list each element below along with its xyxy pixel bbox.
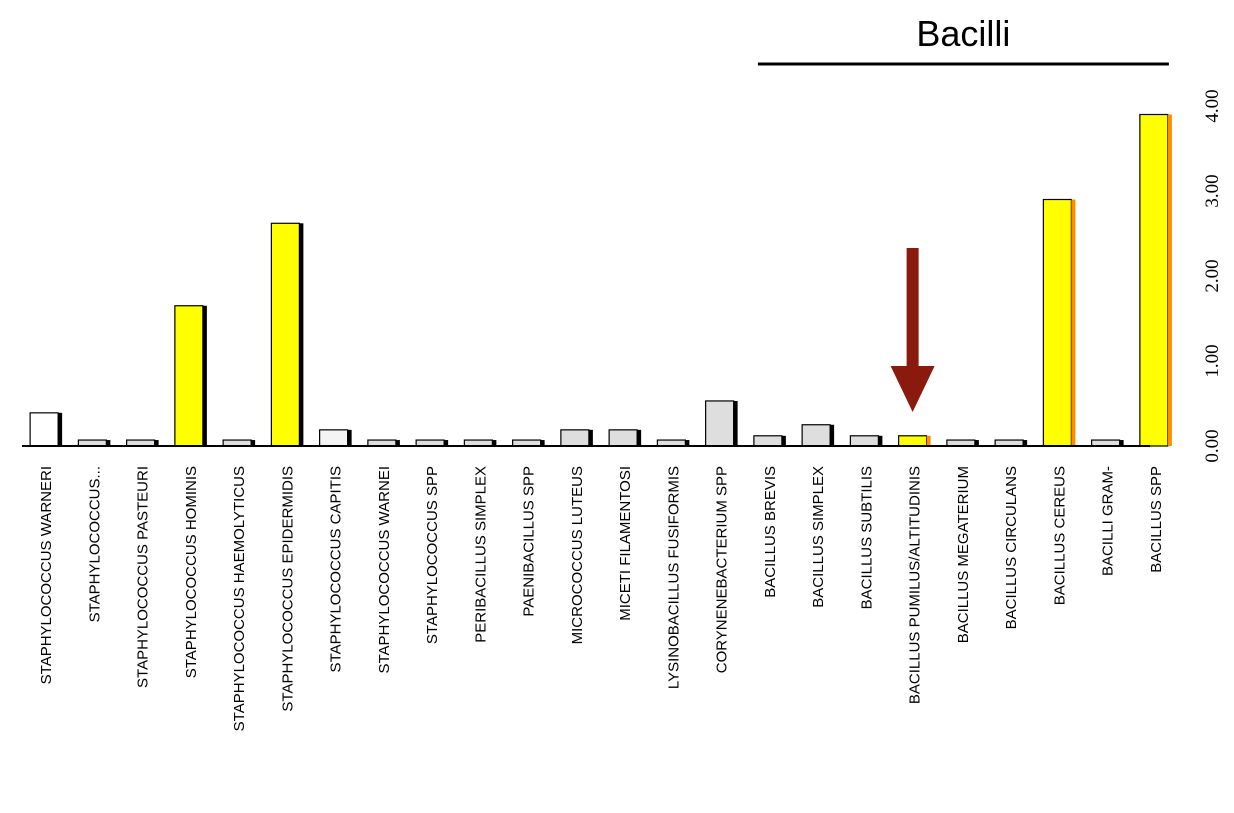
bar-front bbox=[29, 412, 59, 447]
x-tick-label: STAPHYLOCOCCUS HAEMOLYTICUS bbox=[231, 466, 248, 731]
bar-side bbox=[1023, 440, 1028, 446]
bar-side bbox=[251, 440, 256, 446]
bar-front bbox=[608, 429, 638, 447]
bar bbox=[29, 412, 63, 447]
bar bbox=[560, 429, 593, 447]
bar-side bbox=[926, 435, 931, 446]
x-tick-labels: STAPHYLOCOCCUS WARNERI STAPHYLOCOCCUS... S… bbox=[38, 466, 1165, 731]
bar-side bbox=[637, 429, 642, 446]
x-tick-label: BACILLUS MEGATERIUM bbox=[955, 466, 972, 643]
x-tick-label: BACILLUS SUBTILIS bbox=[858, 466, 875, 609]
annotations-layer: Bacilli bbox=[757, 13, 1169, 412]
bar-side bbox=[347, 429, 352, 446]
bar bbox=[753, 435, 786, 447]
bar bbox=[1042, 198, 1076, 447]
bar bbox=[1139, 113, 1172, 447]
x-tick-label: STAPHYLOCOCCUS PASTEURI bbox=[135, 466, 152, 688]
x-tick-label: PAENIBACILLUS SPP bbox=[521, 466, 538, 617]
bar-front bbox=[270, 222, 300, 447]
x-tick-label: MICETI FILAMENTOSI bbox=[617, 466, 634, 621]
bar bbox=[801, 424, 835, 447]
bar-front bbox=[1139, 113, 1169, 447]
y-tick-labels: 0.00 1.00 2.00 3.00 4.00 bbox=[1202, 89, 1223, 462]
x-tick-label: STAPHYLOCOCCUS WARNEI bbox=[376, 466, 393, 674]
x-tick-label: PERIBACILLUS SIMPLEX bbox=[472, 466, 489, 643]
bar-front bbox=[849, 435, 879, 447]
bar-side bbox=[1167, 114, 1172, 446]
x-tick-label: BACILLI GRAM- bbox=[1100, 466, 1117, 576]
bar-front bbox=[801, 424, 831, 447]
bar-side bbox=[685, 440, 690, 446]
bar-side bbox=[492, 440, 497, 446]
y-tick-label: 2.00 bbox=[1202, 259, 1223, 292]
bar-front bbox=[753, 435, 783, 447]
bar-front bbox=[898, 435, 928, 447]
bar-side bbox=[299, 223, 304, 446]
bar bbox=[849, 435, 883, 447]
bar-side bbox=[395, 440, 400, 446]
x-tick-label: BACILLUS SIMPLEX bbox=[810, 466, 827, 608]
bar-side bbox=[106, 440, 111, 446]
x-tick-label: STAPHYLOCOCCUS CAPITIS bbox=[328, 466, 345, 672]
bar-side bbox=[781, 435, 786, 446]
x-tick-label: STAPHYLOCOCCUS... bbox=[86, 466, 103, 622]
y-tick-label: 3.00 bbox=[1202, 174, 1223, 207]
bar-side bbox=[588, 429, 593, 446]
bar-side bbox=[202, 305, 207, 446]
bar-front bbox=[705, 400, 735, 447]
x-tick-label: BACILLUS BREVIS bbox=[762, 466, 779, 598]
arrow-icon bbox=[890, 248, 935, 412]
x-tick-label: STAPHYLOCOCCUS WARNERI bbox=[38, 466, 55, 684]
y-tick-label: 1.00 bbox=[1202, 344, 1223, 377]
y-tick-label: 4.00 bbox=[1202, 89, 1223, 122]
x-tick-label: CORYNENEBACTERIUM SPP bbox=[714, 466, 731, 673]
x-tick-label: LYSINOBACILLUS FUSIFORMIS bbox=[665, 466, 682, 689]
x-tick-label: STAPHYLOCOCCUS EPIDERMIDIS bbox=[279, 466, 296, 712]
bar-side bbox=[444, 440, 449, 446]
bar bbox=[174, 305, 207, 447]
bar-front bbox=[1042, 198, 1072, 447]
x-tick-label: BACILLUS CEREUS bbox=[1051, 466, 1068, 605]
bar-front bbox=[174, 305, 204, 447]
bar-front bbox=[560, 429, 590, 447]
bar-side bbox=[540, 440, 545, 446]
bacilli-group-label: Bacilli bbox=[916, 13, 1010, 54]
bar-side bbox=[154, 440, 159, 446]
bar-side bbox=[58, 412, 63, 446]
bar-side bbox=[830, 424, 835, 446]
bar bbox=[319, 429, 352, 447]
bar-side bbox=[1119, 440, 1124, 446]
bar-front bbox=[319, 429, 349, 447]
x-tick-label: BACILLUS PUMILUS/ALTITUDINIS bbox=[907, 466, 924, 704]
bar bbox=[898, 435, 931, 447]
x-tick-label: BACILLUS CIRCULANS bbox=[1003, 466, 1020, 629]
x-tick-label: STAPHYLOCOCCUS HOMINIS bbox=[183, 466, 200, 678]
x-tick-label: STAPHYLOCOCCUS SPP bbox=[424, 466, 441, 644]
bar-side bbox=[974, 440, 979, 446]
bar bbox=[705, 400, 738, 447]
bar-side bbox=[733, 400, 738, 446]
bar-side bbox=[878, 435, 883, 446]
bar bbox=[608, 429, 642, 447]
bars-layer bbox=[29, 113, 1172, 447]
bar bbox=[270, 222, 304, 447]
bar-side bbox=[1071, 199, 1076, 446]
x-tick-label: BACILLUS SPP bbox=[1148, 466, 1165, 573]
y-tick-label: 0.00 bbox=[1202, 429, 1223, 462]
x-tick-label: MICROCOCCUS LUTEUS bbox=[569, 466, 586, 644]
